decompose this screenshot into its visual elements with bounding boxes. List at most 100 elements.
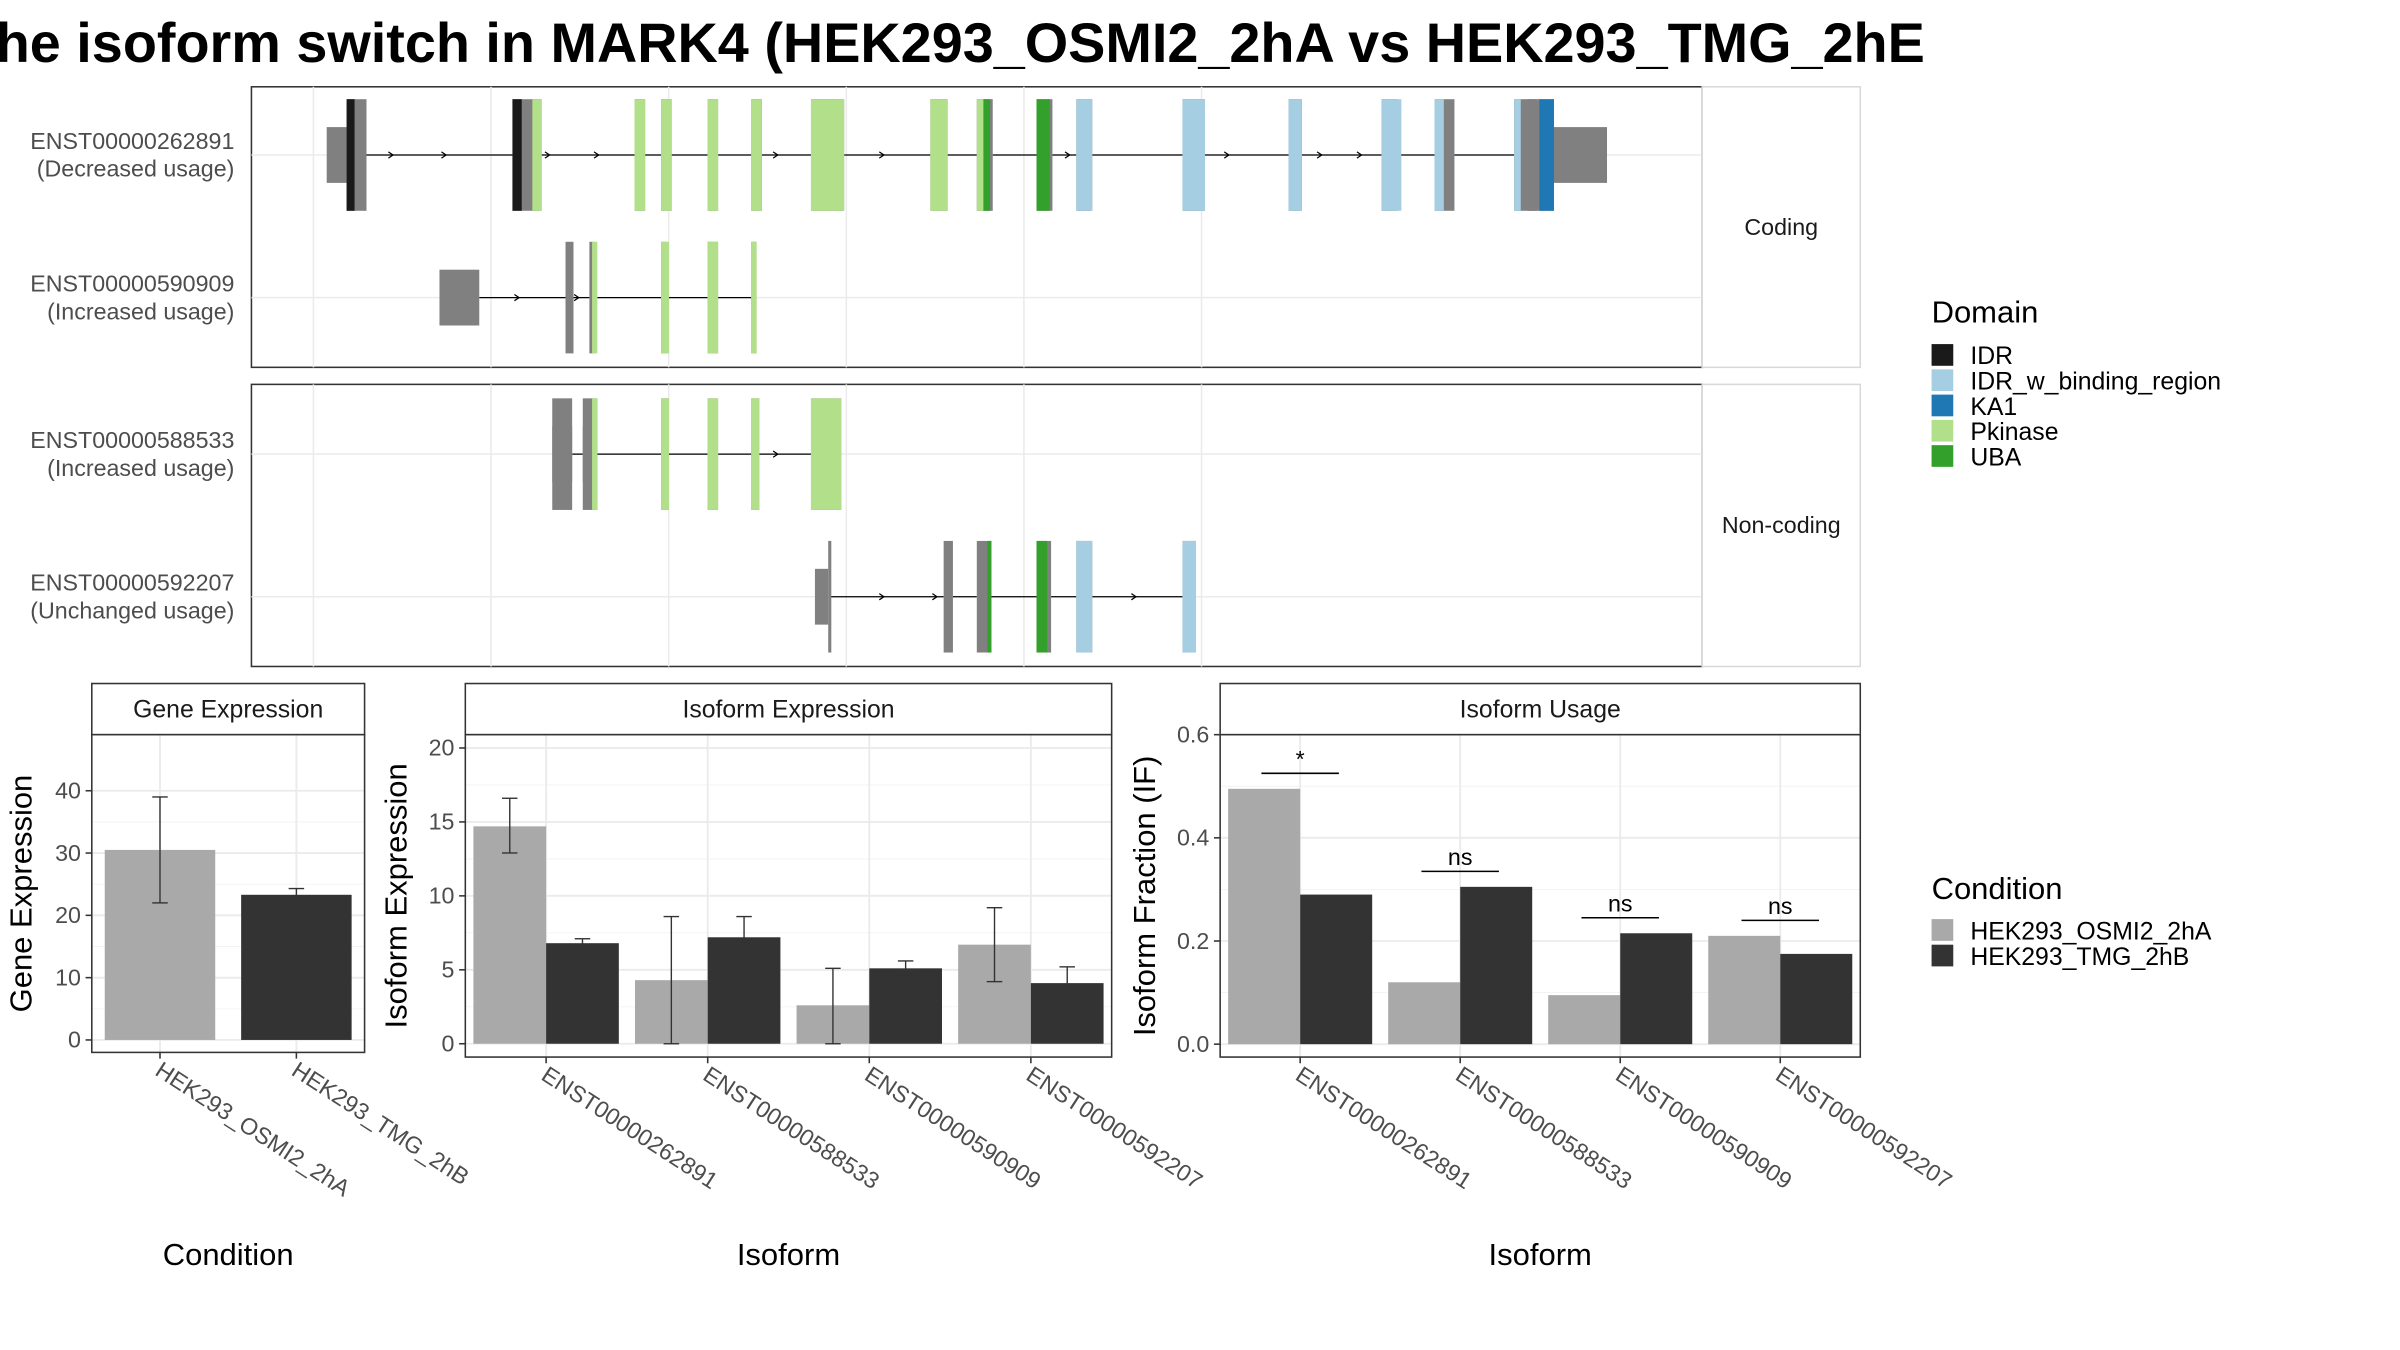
panel-strip [464,682,1113,736]
domain-block-pkinase [634,99,646,211]
bar [869,968,942,1044]
x-axis-title: Isoform [737,1237,840,1272]
domain-block-pkinase [532,99,542,211]
strand-arrow [593,151,600,159]
strand-arrow [878,151,886,159]
bar [473,826,547,1044]
utr-block [814,568,829,625]
isoform-usage-panel: Isoform Usage * ENST00000262891 ns ENST00000… [1127,682,1957,1272]
panel-strip [1219,682,1862,736]
strand-arrow [1064,151,1071,159]
significance-label: ns [1768,893,1793,919]
condition-legend-swatch [1931,919,1954,941]
domain-legend-label: Pkinase [1970,419,2058,446]
x-tick-label: ENST00000590909 [860,1061,1045,1194]
domain-block-ka1 [1539,99,1554,211]
coding-strip [1701,86,1862,369]
plot-frame [1219,733,1862,1058]
transcript-id-label: ENST00000592207 [30,570,234,596]
transcript-structure-plot: Coding Non-coding ENST00000262891(Decrease… [30,86,1862,668]
exon-block [582,398,593,510]
x-tick-label: ENST00000588533 [699,1061,884,1194]
y-tick-label: 20 [55,902,81,928]
legend: Domain IDRIDR_w_binding_regionKA1PkinaseU… [1931,294,2221,971]
strand-arrow [1356,151,1363,159]
domain-block-pkinase [661,398,670,510]
domain-block-idr_w_binding_region [1288,99,1302,211]
bar [1460,886,1533,1045]
exon-block [943,540,953,653]
y-tick-label: 0 [68,1027,81,1053]
y-tick-label: 0 [442,1031,455,1057]
domain-legend-swatch [1931,445,1954,467]
bar [1548,995,1621,1045]
y-tick-label: 30 [55,840,81,866]
transcript-usage-label: (Increased usage) [47,455,234,481]
domain-legend-swatch [1931,419,1954,442]
significance-label: ns [1608,891,1633,917]
y-tick-label: 5 [442,957,455,983]
domain-legend-swatch [1931,394,1954,417]
strand-arrow [1131,593,1138,601]
noncoding-strip [1701,383,1862,668]
domain-block-uba [1036,99,1050,211]
domain-block-pkinase [930,99,948,211]
domain-block-idr_w_binding_region [1076,540,1093,653]
transcript-usage-label: (Decreased usage) [37,156,235,182]
domain-legend-label: IDR [1970,343,2013,370]
y-tick-label: 40 [55,777,81,803]
transcript-id-label: ENST00000588533 [30,427,234,453]
panel-strip [91,682,366,736]
domain-legend-label: UBA [1970,444,2021,471]
domain-block-pkinase [707,398,719,510]
strand-arrow [573,293,580,302]
domain-block-pkinase [810,398,842,510]
domain-block-pkinase [592,398,598,510]
strand-arrow [1223,151,1231,159]
strand-arrow [772,151,779,159]
domain-legend-label: IDR_w_binding_region [1970,369,2221,396]
y-tick-label: 20 [429,735,455,761]
domain-block-pkinase [751,99,762,211]
bar [1388,982,1461,1045]
strand-arrow [388,151,395,159]
x-axis-title: Condition [163,1237,294,1272]
significance-label: * [1296,746,1305,772]
strand-arrow [544,151,551,159]
domain-block-pkinase [751,241,757,354]
domain-block-pkinase [707,241,719,354]
x-tick-label: ENST00000588533 [1451,1061,1636,1194]
domain-block-pkinase [661,241,670,354]
domain-block-idr [346,99,355,211]
panel-strip-title: Isoform Usage [1460,697,1621,724]
condition-legend-label: HEK293_OSMI2_2hA [1970,918,2212,945]
domain-block-uba [1036,540,1048,653]
transcript-id-label: ENST00000590909 [30,270,234,296]
x-axis-title: Isoform [1489,1237,1592,1272]
bar [241,894,352,1040]
transcript-id-label: ENST00000262891 [30,128,234,154]
domain-block-pkinase [751,398,760,510]
panel-strip-title: Isoform Expression [682,697,894,724]
domain-legend-label: KA1 [1970,394,2017,421]
y-tick-label: 0.0 [1177,1031,1209,1057]
significance-label: ns [1448,844,1473,870]
x-tick-label: ENST00000262891 [1291,1061,1476,1194]
domain-block-idr_w_binding_region [1381,99,1402,211]
domain-block-idr_w_binding_region [1182,540,1196,653]
utr-block [326,127,347,183]
x-tick-label: ENST00000592207 [1771,1061,1956,1194]
x-tick-label: ENST00000592207 [1022,1061,1207,1194]
condition-legend-title: Condition [1932,871,2063,906]
domain-block-idr_w_binding_region [1434,99,1444,211]
domain-block-pkinase [661,99,672,211]
x-tick-label: ENST00000590909 [1611,1061,1796,1194]
bar [1708,935,1781,1045]
y-axis-title: Isoform Expression [378,763,413,1028]
domain-block-idr_w_binding_region [1076,99,1093,211]
exon-block [552,398,573,510]
y-tick-label: 0.2 [1177,928,1209,954]
plot-frame [91,733,366,1054]
exon-block [828,540,832,653]
